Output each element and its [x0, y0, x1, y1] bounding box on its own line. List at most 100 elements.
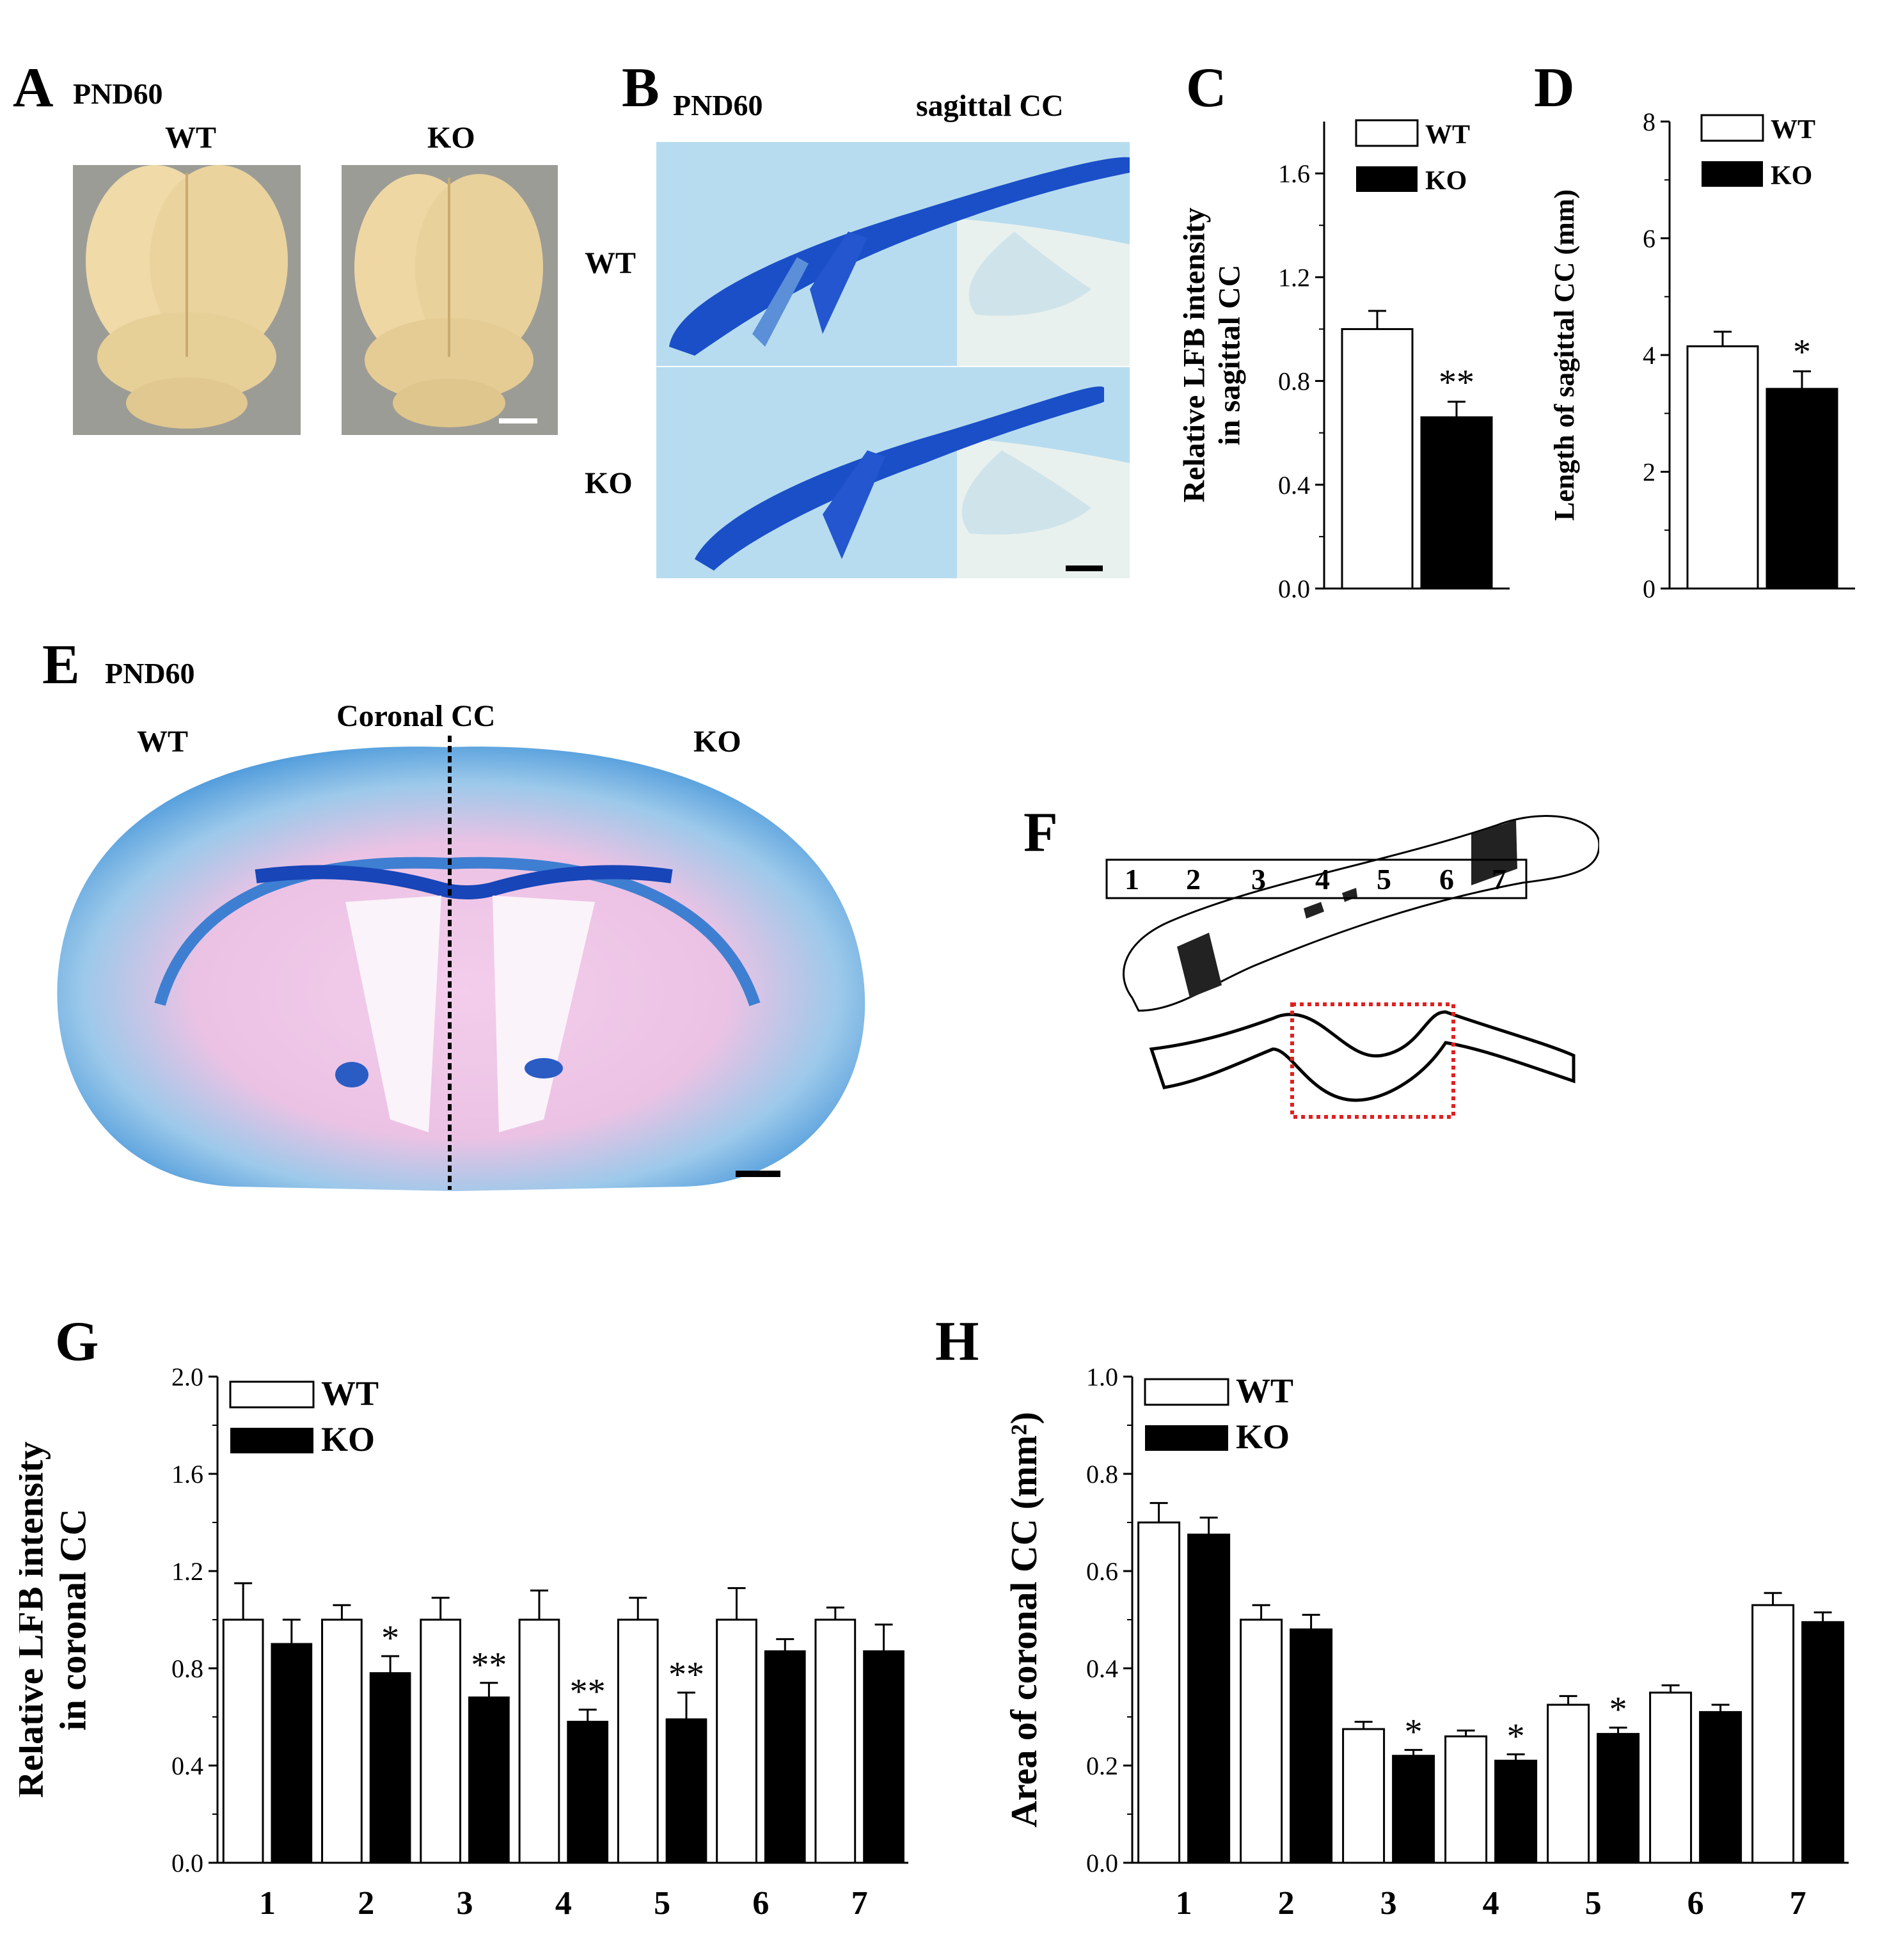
- bar-ko: [1699, 1711, 1742, 1864]
- y-tick-label: 1.6: [171, 1460, 203, 1489]
- scale-bar: [1066, 565, 1103, 571]
- segment-label: 3: [1251, 863, 1266, 896]
- legend-swatch-ko: [1356, 166, 1418, 192]
- bar-wt: [321, 1618, 363, 1864]
- panel-b-ko-label: KO: [585, 466, 633, 500]
- panel-a-age: PND60: [73, 77, 163, 110]
- legend-label: KO: [1771, 161, 1812, 191]
- panel-b-age: PND60: [673, 89, 763, 122]
- bar-ko: [1187, 1533, 1231, 1864]
- legend-swatch-wt: [1700, 114, 1764, 142]
- significance-marker: **: [471, 1645, 507, 1685]
- y-tick-label: 0.6: [1086, 1557, 1118, 1586]
- y-tick-label: 1.0: [1086, 1363, 1118, 1391]
- y-tick-label: 2: [1643, 458, 1655, 487]
- chart-d: 0 2 4 6 8 Length of sagittal CC (mm) WT KO *: [1549, 107, 1855, 603]
- legend-swatch-wt: [1144, 1378, 1229, 1406]
- legend-label: WT: [321, 1374, 379, 1412]
- panel-b-wt-label: WT: [585, 246, 636, 280]
- x-tick-label: 4: [555, 1885, 572, 1922]
- panel-e-wt-label: WT: [137, 725, 189, 759]
- x-tick-label: 4: [1483, 1885, 1499, 1922]
- y-tick-label: 1.2: [1278, 263, 1310, 292]
- y-tick-label: 0.8: [171, 1654, 203, 1683]
- panel-a-letter: A: [13, 57, 54, 119]
- legend-label: WT: [1771, 115, 1815, 145]
- bar-ko: [863, 1650, 905, 1864]
- ko-sagittal-section: [656, 367, 1130, 578]
- scale-bar: [736, 1171, 780, 1177]
- bar-wt: [1686, 345, 1759, 590]
- y-axis-label: in coronal CC: [52, 1509, 93, 1731]
- panel-a-ko-label: KO: [427, 121, 475, 155]
- segment-label: 7: [1492, 863, 1506, 896]
- x-tick-label: 7: [851, 1885, 868, 1922]
- x-tick-label: 3: [1380, 1885, 1397, 1922]
- significance-marker: **: [668, 1655, 704, 1695]
- y-tick-label: 0.0: [171, 1849, 203, 1877]
- chart-h: 0.0 0.2 0.4 0.6 0.8 1.0 Area of coronal CC (mm…: [1003, 1363, 1849, 1922]
- significance-marker: *: [1405, 1712, 1423, 1752]
- x-tick-label: 6: [1687, 1885, 1704, 1922]
- chart-g: 0.0 0.4 0.8 1.2 1.6 2.0 Relative LFB intensity…: [19, 1363, 908, 1922]
- legend-label: KO: [321, 1420, 375, 1458]
- bar-ko: [1420, 416, 1493, 590]
- y-tick-label: 0.4: [1086, 1654, 1118, 1683]
- significance-marker: *: [381, 1618, 399, 1658]
- y-axis-label: Area of coronal CC (mm²): [1003, 1412, 1045, 1828]
- panel-f-letter: F: [1023, 802, 1058, 864]
- y-tick-label: 4: [1643, 341, 1655, 370]
- bar-wt: [1751, 1604, 1795, 1864]
- bar-wt: [716, 1618, 757, 1864]
- wt-sagittal-section: [656, 142, 1130, 366]
- x-tick-label: 1: [259, 1885, 276, 1922]
- legend-label: KO: [1425, 166, 1467, 196]
- bar-ko: [1392, 1755, 1435, 1864]
- bar-wt: [1137, 1521, 1181, 1864]
- bar-wt: [420, 1618, 462, 1864]
- x-tick-label: 5: [1585, 1885, 1602, 1922]
- ko-brain-photo: [342, 165, 558, 435]
- legend-swatch-wt: [1355, 119, 1419, 147]
- x-tick-label: 3: [457, 1885, 473, 1922]
- y-tick-label: 0.0: [1086, 1849, 1118, 1877]
- legend-swatch-wt: [229, 1380, 315, 1409]
- segment-label: 5: [1377, 863, 1391, 896]
- y-tick-label: 0.4: [1278, 471, 1310, 500]
- bar-wt: [518, 1618, 560, 1864]
- bar-ko: [1801, 1621, 1845, 1864]
- panel-b-title: sagittal CC: [916, 89, 1064, 123]
- coronal-section-image: [57, 736, 865, 1191]
- bar-wt: [1240, 1618, 1283, 1864]
- significance-marker: **: [570, 1672, 606, 1712]
- bar-wt: [222, 1618, 264, 1864]
- legend-swatch-ko: [230, 1428, 313, 1453]
- panel-e-age: PND60: [105, 657, 195, 690]
- bar-ko: [369, 1672, 411, 1864]
- bar-ko: [1766, 388, 1838, 590]
- x-tick-label: 2: [358, 1885, 374, 1922]
- bar-wt: [1547, 1703, 1590, 1864]
- panel-g-letter: G: [55, 1311, 99, 1373]
- y-tick-label: 0.0: [1278, 574, 1310, 603]
- panel-a-wt-label: WT: [165, 121, 217, 155]
- y-tick-label: 0.8: [1278, 367, 1310, 396]
- legend-label: WT: [1425, 120, 1470, 150]
- bar-wt: [1341, 328, 1414, 590]
- significance-marker: *: [1609, 1690, 1627, 1730]
- y-tick-label: 1.2: [171, 1557, 203, 1586]
- scale-bar: [499, 418, 537, 423]
- y-tick-label: 2.0: [171, 1363, 203, 1391]
- panel-e-ko-label: KO: [693, 725, 741, 759]
- cc-schematic-diagram: 1 2 3 4 5 6 7: [1105, 815, 1599, 1119]
- significance-marker: *: [1507, 1717, 1525, 1757]
- bar-ko: [271, 1643, 313, 1864]
- y-axis-label: Relative LFB intensity: [1177, 207, 1211, 502]
- x-tick-label: 5: [654, 1885, 670, 1922]
- significance-marker: **: [1439, 363, 1474, 402]
- legend-label: KO: [1236, 1418, 1290, 1456]
- panel-e-letter: E: [42, 634, 80, 696]
- y-axis-label: Relative LFB intensity: [19, 1441, 51, 1798]
- bar-ko: [764, 1650, 806, 1864]
